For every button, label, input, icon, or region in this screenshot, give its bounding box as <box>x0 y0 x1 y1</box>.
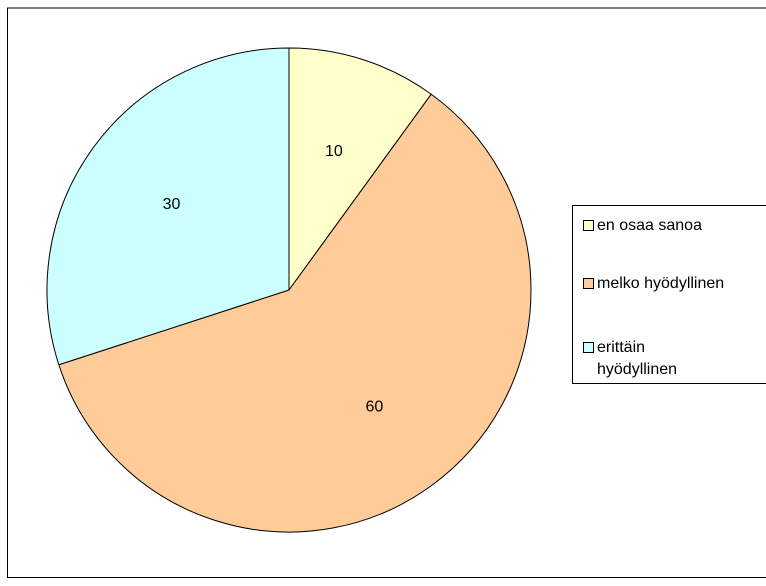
data-label: 10 <box>325 143 343 160</box>
pie-slice <box>58 93 532 533</box>
legend-label: en osaa sanoa <box>597 217 702 234</box>
data-label: 30 <box>163 196 181 213</box>
chart-frame <box>7 7 766 578</box>
data-label: 60 <box>365 399 383 416</box>
legend-label: melko hyödyllinen <box>597 275 724 292</box>
legend-frame <box>572 205 766 384</box>
legend-swatch <box>583 342 594 353</box>
pie-slice <box>288 47 432 292</box>
legend-label: erittäin hyödyllinen <box>597 339 677 378</box>
legend-swatch <box>583 220 594 231</box>
legend-swatch <box>583 278 594 289</box>
pie-slice <box>46 47 290 366</box>
